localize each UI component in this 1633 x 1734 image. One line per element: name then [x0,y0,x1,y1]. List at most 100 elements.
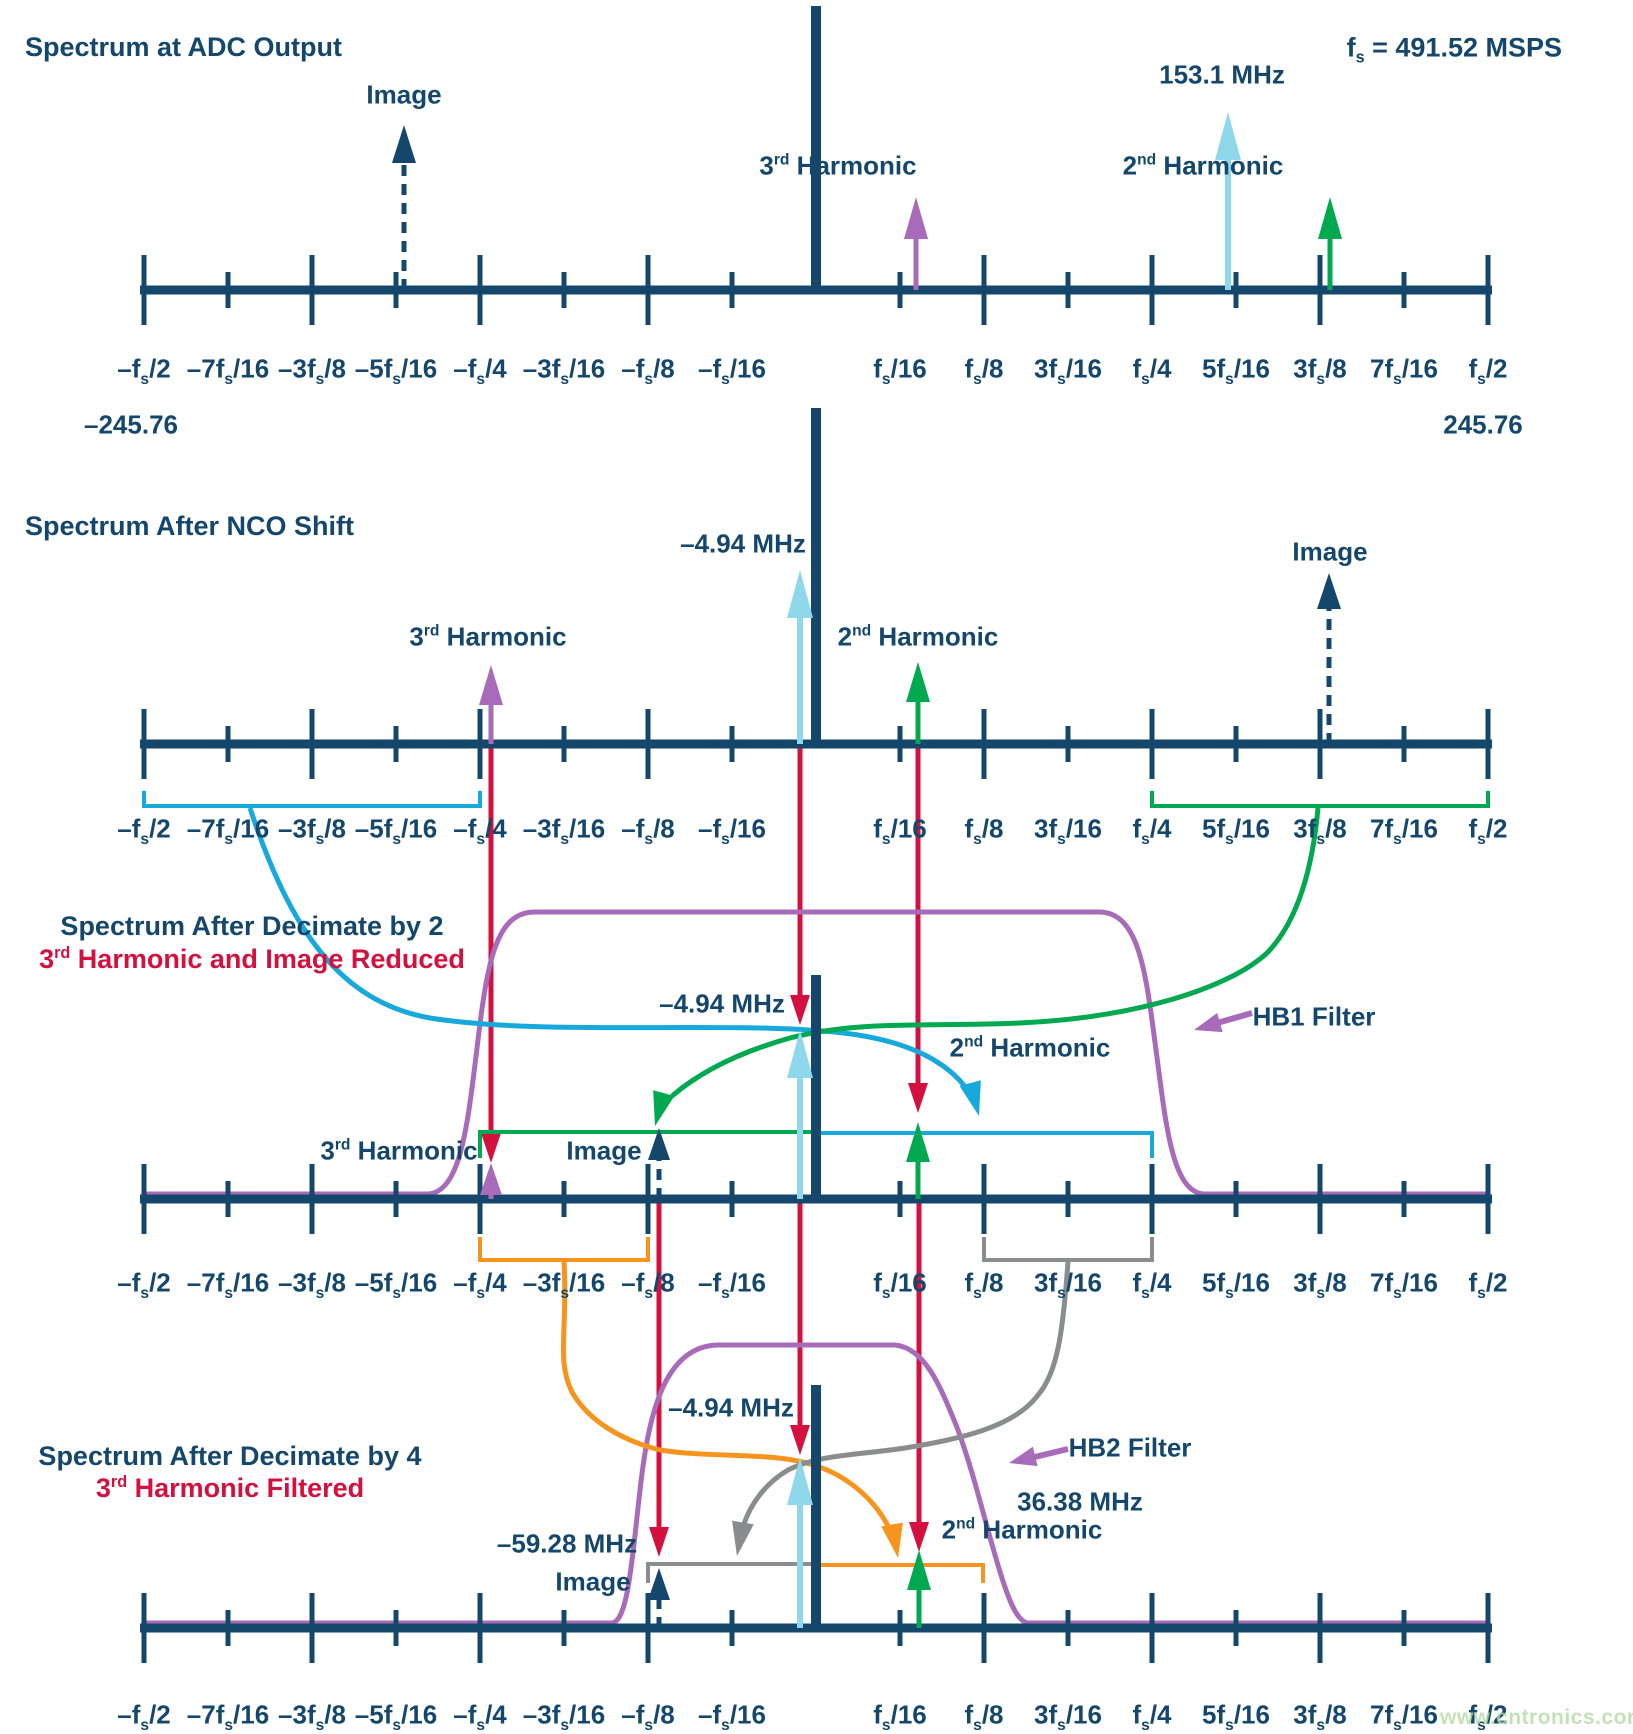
spectrum-at-adc-output-label: 245.76 [1443,409,1523,440]
spectrum-at-adc-output-tick-label: –fs/2 [117,353,171,388]
spectrum-after-nco-shift-signal-arrowhead [1317,573,1341,609]
spectrum-at-adc-output-tick-label: 3fs/16 [1034,353,1102,388]
spectrum-after-decimate-by-2-curve [247,807,975,1100]
spectrum-after-decimate-by-2-signal-arrowhead [787,1030,813,1078]
spectrum-after-nco-shift-tick-label: fs/2 [1468,813,1508,848]
spectrum-after-nco-shift-label: Spectrum After NCO Shift [25,510,355,541]
spectrum-at-adc-output-tick-label: –3fs/16 [522,353,606,388]
spectrum-after-decimate-by-4-tick-label: 3fs/16 [1034,1699,1102,1734]
spectrum-after-decimate-by-4-tick-label: fs/8 [964,1699,1004,1734]
spectrum-after-decimate-by-2-label: HB1 Filter [1252,1001,1376,1032]
spectrum-after-nco-shift-tick-label: –5fs/16 [354,813,438,848]
spectrum-at-adc-output-signal-arrowhead [392,125,416,163]
spectrum-after-nco-shift-bracket [1150,791,1490,808]
spectrum-after-decimate-by-4-curve-arrowhead [881,1522,903,1558]
spectrum-after-decimate-by-4-signal-arrowhead [648,1568,670,1600]
spectrum-after-decimate-by-2-bracket [982,1237,1154,1262]
spectrum-at-adc-output-tick-label: 3fs/8 [1293,353,1347,388]
spectrum-after-decimate-by-2-label: Image [566,1135,642,1166]
spectrum-at-adc-output-signal-arrowhead [1318,197,1342,239]
spectrum-after-decimate-by-2-signal-arrowhead [480,1163,502,1195]
spectrum-after-decimate-by-4-label: 3rd Harmonic Filtered [95,1472,365,1503]
spectrum-after-decimate-by-2-tick-label: –fs/8 [621,1267,675,1302]
spectrum-after-decimate-by-2-bracket [478,1237,650,1262]
spectrum-at-adc-output-label: Image [366,79,442,110]
spectrum-after-decimate-by-2-tick-label: –7fs/16 [186,1267,270,1302]
spectrum-after-decimate-by-4-tick-label: 3fs/8 [1293,1699,1347,1734]
spectrum-after-decimate-by-2-bracket [814,1131,1154,1158]
watermark-text: www.cntronics.com [1440,1705,1633,1729]
spectrum-after-decimate-by-4-signal-arrowhead [787,1457,813,1505]
spectrum-after-decimate-by-4-label: –59.28 MHz [496,1528,638,1559]
spectrum-after-decimate-by-2-label: 3rd Harmonic [320,1135,478,1166]
spectrum-after-nco-shift-reference-arrowhead [481,1133,501,1163]
spectrum-after-decimate-by-2-tick-label: 3fs/16 [1034,1267,1102,1302]
spectrum-after-decimate-by-2-signal-arrowhead [906,1122,930,1162]
spectrum-after-decimate-by-4-tick-label: fs/2 [1468,1699,1508,1734]
spectrum-after-nco-shift-tick-label: 3fs/8 [1293,813,1347,848]
spectrum-after-decimate-by-4-bracket [646,1562,815,1583]
spectrum-after-decimate-by-2-signal-arrowhead [648,1128,670,1160]
spectrum-after-nco-shift-signal-arrowhead [906,662,930,702]
spectrum-after-decimate-by-2-label: –4.94 MHz [659,988,785,1019]
spectrum-after-nco-shift-signal-arrowhead [787,570,813,618]
spectrum-at-adc-output-tick-label: 7fs/16 [1370,353,1438,388]
spectrum-at-adc-output-tick-label: 5fs/16 [1202,353,1270,388]
spectrum-after-decimate-by-2-curve-arrowhead [959,1080,981,1116]
spectrum-at-adc-output-tick-label: fs/2 [1468,353,1508,388]
spectrum-after-nco-shift-label: 2nd Harmonic [837,621,999,652]
spectrum-after-decimate-by-2-tick-label: fs/16 [873,1267,927,1302]
spectrum-after-nco-shift-tick-label: –fs/16 [698,813,766,848]
spectrum-after-nco-shift-tick-label: –3fs/8 [278,813,346,848]
spectrum-at-adc-output-label: Spectrum at ADC Output [25,31,342,62]
spectrum-after-decimate-by-2-bracket [478,1130,815,1158]
spectrum-after-nco-shift-tick-label: –7fs/16 [186,813,270,848]
spectrum-after-nco-shift-tick-label: fs/4 [1132,813,1172,848]
spectrum-after-decimate-by-2-reference-arrowhead [790,1425,810,1455]
spectrum-after-nco-shift-bracket [142,791,482,808]
spectrum-after-nco-shift-reference-arrowhead [908,1083,928,1113]
spectrum-after-decimate-by-4-label: Spectrum After Decimate by 4 [38,1440,422,1471]
spectrum-at-adc-output-label: 2nd Harmonic [1122,150,1284,181]
spectrum-after-decimate-by-2-tick-label: –fs/2 [117,1267,171,1302]
spectrum-at-adc-output-label: –245.76 [84,409,178,440]
spectrum-after-decimate-by-2-tick-label: fs/2 [1468,1267,1508,1302]
spectrum-at-adc-output-signal-arrowhead [1215,112,1241,160]
spectrum-after-nco-shift-label: –4.94 MHz [680,528,806,559]
spectrum-at-adc-output-tick-label: –fs/8 [621,353,675,388]
spectrum-after-nco-shift-label: 3rd Harmonic [409,621,567,652]
spectrum-after-decimate-by-2-tick-label: –3fs/16 [522,1267,606,1302]
spectrum-at-adc-output-tick-label: –3fs/8 [278,353,346,388]
spectrum-after-decimate-by-4-curve-arrowhead [732,1520,754,1556]
spectrum-after-decimate-by-4-tick-label: –fs/8 [621,1699,675,1734]
spectrum-after-decimate-by-4-label: Image [555,1566,631,1597]
spectrum-after-decimate-by-2-curve [144,909,1488,1197]
spectrum-at-adc-output-tick-label: –5fs/16 [354,353,438,388]
spectrum-at-adc-output-tick-label: –fs/4 [453,353,507,388]
spectrum-after-nco-shift-tick-label: –fs/8 [621,813,675,848]
spectrum-at-adc-output-signal-arrowhead [904,197,928,239]
spectrum-after-decimate-by-4-tick-label: –fs/2 [117,1699,171,1734]
spectrum-after-nco-shift-tick-label: –fs/4 [453,813,507,848]
spectrum-after-decimate-by-2-tick-label: –3fs/8 [278,1267,346,1302]
spectrum-after-nco-shift-tick-label: 3fs/16 [1034,813,1102,848]
spectrum-at-adc-output-label: fs = 491.52 MSPS [1346,32,1562,67]
spectrum-after-nco-shift-tick-label: fs/16 [873,813,927,848]
spectrum-after-nco-shift-reference-arrowhead [790,995,810,1025]
spectrum-after-decimate-by-2-tick-label: 7fs/16 [1370,1267,1438,1302]
spectrum-after-decimate-by-4-curve-arrowhead [1009,1446,1038,1467]
spectrum-after-nco-shift-tick-label: 5fs/16 [1202,813,1270,848]
spectrum-after-decimate-by-4-tick-label: –7fs/16 [186,1699,270,1734]
spectrum-after-decimate-by-2-tick-label: fs/4 [1132,1267,1172,1302]
spectrum-at-adc-output-label: 3rd Harmonic [759,150,917,181]
spectrum-after-nco-shift-signal-arrowhead [479,665,503,705]
spectrum-after-decimate-by-4-label: –4.94 MHz [668,1392,794,1423]
spectrum-after-decimate-by-4-tick-label: –5fs/16 [354,1699,438,1734]
spectrum-after-decimate-by-2-tick-label: –5fs/16 [354,1267,438,1302]
spectrum-after-decimate-by-4-bracket [815,1563,985,1583]
spectrum-after-nco-shift-tick-label: 7fs/16 [1370,813,1438,848]
spectrum-at-adc-output-tick-label: fs/4 [1132,353,1172,388]
spectrum-after-decimate-by-2-curve-arrowhead [1194,1012,1223,1033]
spectrum-after-decimate-by-4-tick-label: 7fs/16 [1370,1699,1438,1734]
